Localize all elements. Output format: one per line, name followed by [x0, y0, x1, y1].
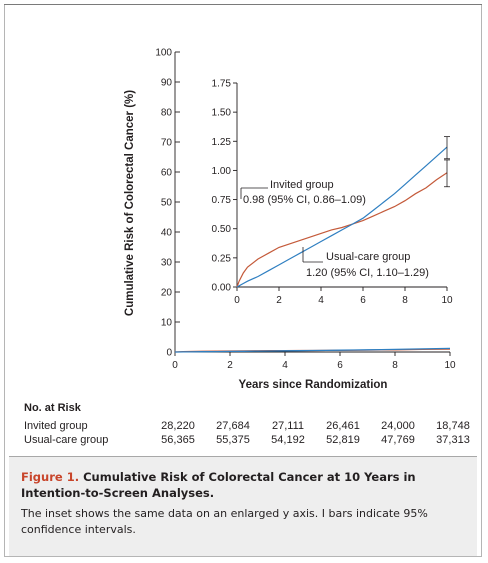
figure-top-rule: [4, 4, 482, 5]
main-x-tick-label: 10: [444, 360, 456, 371]
main-y-tick-label: 80: [161, 108, 173, 119]
risk-table-cell: 54,192: [271, 434, 305, 446]
risk-table-cell: 24,000: [381, 420, 415, 432]
risk-table-cell: 28,220: [161, 420, 195, 432]
inset-series: [236, 136, 450, 288]
figure-number: Figure 1.: [21, 470, 80, 484]
inset-x-tick-label: 0: [234, 295, 240, 306]
inset-y-tick-label: 0.25: [212, 253, 232, 264]
caption-body: The inset shows the same data on an enla…: [21, 507, 428, 536]
usual-care-group-estimate: 1.20 (95% CI, 1.10–1.29): [306, 267, 429, 279]
inset-x-tick-label: 8: [402, 295, 408, 306]
main-y-tick-label: 60: [161, 168, 173, 179]
main-y-tick-label: 50: [161, 198, 173, 209]
risk-table-cell: 27,684: [216, 420, 250, 432]
risk-table-cell: 37,313: [436, 434, 470, 446]
inset-y-tick-label: 1.50: [212, 108, 232, 119]
main-y-tick-label: 10: [161, 318, 173, 329]
inset-x-tick-label: 2: [276, 295, 282, 306]
x-axis-label: Years since Randomization: [239, 379, 388, 391]
chart-canvas: Cumulative Risk of Colorectal Cancer (%)…: [124, 48, 456, 392]
inset-y-tick-label: 0.50: [212, 224, 232, 235]
inset-y-tick-label: 1.00: [212, 166, 232, 177]
main-y-tick-label: 90: [161, 78, 173, 89]
risk-table-cell: 55,375: [216, 434, 250, 446]
risk-row-label: Usual-care group: [24, 434, 109, 446]
inset-annotations: Invited group 0.98 (95% CI, 0.86–1.09) U…: [240, 179, 429, 279]
inset-x-tick-label: 6: [360, 295, 366, 306]
main-y-tick-label: 30: [161, 258, 173, 269]
inset-y-tick-label: 1.75: [212, 79, 232, 90]
main-x-tick-label: 0: [172, 360, 178, 371]
inset-x-tick-label: 10: [441, 295, 453, 306]
main-series: [174, 347, 451, 353]
invited-group-estimate: 0.98 (95% CI, 0.86–1.09): [243, 194, 366, 206]
risk-table-cell: 26,461: [326, 420, 360, 432]
main-x-tick-label: 8: [392, 360, 398, 371]
risk-table-cell: 56,365: [161, 434, 195, 446]
inset-axes: 0.00 0.25 0.50 0.75 1.00 1.25 1.50 1.75 0 2 4 6 8 10: [212, 79, 453, 307]
inset-x-tick-label: 4: [318, 295, 324, 306]
main-x-tick-label: 2: [227, 360, 233, 371]
number-at-risk-table: No. at Risk Invited group Usual-care gro…: [0, 400, 488, 450]
inset-series-line: [236, 172, 448, 288]
main-y-tick-label: 0: [166, 348, 172, 359]
main-x-tick-label: 6: [337, 360, 343, 371]
risk-table-cell: 27,111: [271, 420, 304, 432]
usual-care-group-label: Usual-care group: [326, 251, 410, 263]
risk-table-cell: 18,748: [436, 420, 470, 432]
risk-table-cell: 52,819: [326, 434, 360, 446]
inset-y-tick-label: 0.75: [212, 195, 232, 206]
main-x-tick-label: 4: [282, 360, 288, 371]
y-axis-label: Cumulative Risk of Colorectal Cancer (%): [124, 90, 136, 316]
main-series-line: [175, 347, 451, 353]
inset-y-tick-label: 0.00: [212, 283, 232, 294]
main-y-tick-label: 70: [161, 138, 173, 149]
invited-group-label: Invited group: [270, 179, 334, 191]
inset-y-tick-label: 1.25: [212, 137, 232, 148]
caption-title: Figure 1. Cumulative Risk of Colorectal …: [21, 469, 465, 501]
risk-table-cell: 47,769: [381, 434, 415, 446]
main-y-tick-label: 40: [161, 228, 173, 239]
risk-table-title: No. at Risk: [24, 402, 81, 414]
main-y-tick-label: 100: [155, 48, 172, 59]
caption-title-text: Cumulative Risk of Colorectal Cancer at …: [21, 470, 416, 500]
inset-series-line: [236, 146, 448, 288]
main-y-tick-label: 20: [161, 288, 173, 299]
risk-row-label: Invited group: [24, 420, 88, 432]
figure-caption: Figure 1. Cumulative Risk of Colorectal …: [9, 456, 477, 556]
